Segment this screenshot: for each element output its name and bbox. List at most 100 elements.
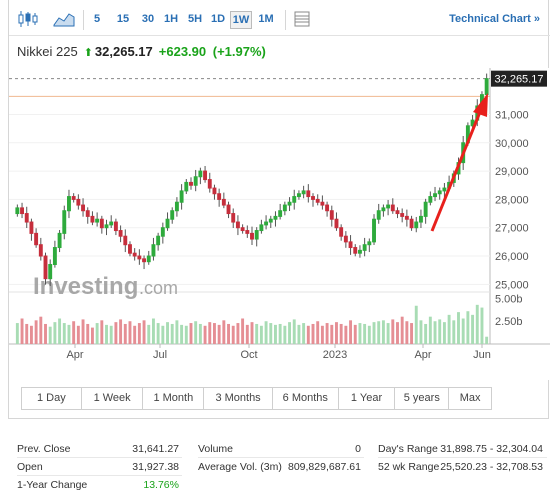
volume-bar bbox=[119, 319, 123, 344]
candle-up bbox=[146, 255, 151, 263]
candle-up bbox=[165, 218, 170, 229]
volume-bar bbox=[386, 323, 390, 344]
volume-bar bbox=[58, 318, 62, 344]
y-tick-label: 26,000 bbox=[495, 251, 529, 263]
stat-label: Prev. Close bbox=[17, 443, 71, 455]
range-1-day[interactable]: 1 Day bbox=[22, 388, 82, 409]
candle-up bbox=[386, 204, 391, 209]
range-1-month[interactable]: 1 Month bbox=[143, 388, 205, 409]
volume-bar bbox=[95, 323, 99, 344]
candle-up bbox=[301, 190, 306, 195]
interval-1d[interactable]: 1D bbox=[210, 13, 226, 25]
toolbar-divider bbox=[285, 10, 286, 30]
range-1-week[interactable]: 1 Week bbox=[82, 388, 144, 409]
candle-down bbox=[353, 247, 358, 254]
row-divider bbox=[17, 475, 182, 476]
candle-up bbox=[264, 221, 269, 226]
interval-1w[interactable]: 1W bbox=[230, 11, 252, 29]
candle-down bbox=[81, 204, 86, 212]
candle-down bbox=[123, 235, 128, 246]
candle-up bbox=[423, 201, 428, 217]
interval-5h[interactable]: 5H bbox=[187, 13, 203, 25]
candle-down bbox=[325, 204, 330, 212]
volume-bar bbox=[137, 323, 141, 344]
stat-label: Average Vol. (3m) bbox=[198, 461, 282, 473]
volume-bar bbox=[100, 320, 104, 344]
range-3-months[interactable]: 3 Months bbox=[204, 388, 273, 409]
volume-bar bbox=[81, 319, 85, 344]
candle-up bbox=[292, 196, 297, 203]
price-chart[interactable]: 31,000 30,000 29,000 28,000 27,000 26,000 25,0… bbox=[9, 68, 550, 380]
volume-bar bbox=[330, 324, 334, 344]
stats-row: Prev. Close 31,641.27 Volume 0 Day's Ran… bbox=[17, 443, 547, 461]
volume-bar bbox=[222, 320, 226, 344]
volume-bar bbox=[72, 321, 76, 344]
candle-up bbox=[184, 181, 189, 192]
chart-toolbar: 5 15 30 1H 5H 1D 1W 1M Technical Chart » bbox=[9, 0, 550, 36]
candle-down bbox=[221, 198, 226, 206]
volume-bar bbox=[147, 324, 151, 344]
y-tick-label: 25,000 bbox=[495, 279, 529, 291]
interval-15[interactable]: 15 bbox=[116, 13, 130, 25]
range-5-years[interactable]: 5 years bbox=[395, 388, 450, 409]
volume-bar bbox=[250, 322, 254, 344]
volume-bar bbox=[353, 324, 357, 344]
volume-bar bbox=[76, 325, 80, 344]
candle-down bbox=[76, 198, 81, 206]
volume-bar bbox=[442, 322, 446, 344]
interval-1m[interactable]: 1M bbox=[258, 13, 274, 25]
y-tick-label: 27,000 bbox=[495, 223, 529, 235]
volume-bar bbox=[161, 325, 165, 344]
x-tick-label: Apr bbox=[66, 349, 83, 361]
volume-bar bbox=[311, 323, 315, 344]
technical-chart-link[interactable]: Technical Chart » bbox=[449, 13, 540, 25]
candle-down bbox=[395, 210, 400, 215]
candle-up bbox=[109, 221, 114, 226]
row-divider bbox=[378, 457, 547, 458]
range-6-months[interactable]: 6 Months bbox=[273, 388, 339, 409]
candle-up bbox=[62, 210, 67, 234]
last-price-label-bg bbox=[491, 70, 547, 87]
volume-bar bbox=[166, 322, 169, 344]
volume-bar bbox=[306, 325, 310, 344]
volume-bar bbox=[48, 326, 52, 344]
volume-bar bbox=[34, 320, 38, 344]
candle-down bbox=[306, 190, 311, 198]
candle-up bbox=[52, 247, 57, 266]
candle-down bbox=[400, 213, 405, 217]
area-chart-icon[interactable] bbox=[53, 10, 75, 28]
interval-30[interactable]: 30 bbox=[141, 13, 155, 25]
candle-up bbox=[418, 215, 423, 223]
volume-bar bbox=[302, 323, 306, 344]
candle-down bbox=[113, 221, 118, 232]
candle-up bbox=[437, 190, 442, 195]
table-icon[interactable] bbox=[293, 10, 311, 28]
volume-bar bbox=[363, 323, 367, 344]
volume-bar bbox=[471, 314, 475, 344]
volume-bar bbox=[292, 319, 296, 344]
candle-down bbox=[334, 218, 339, 229]
candle-down bbox=[118, 230, 123, 237]
candle-up bbox=[442, 187, 447, 192]
volume-bar bbox=[170, 323, 174, 344]
candle-up bbox=[193, 176, 198, 186]
stat-value: 13.76% bbox=[143, 479, 179, 491]
interval-1h[interactable]: 1H bbox=[163, 13, 179, 25]
instrument-name: Nikkei 225 bbox=[17, 44, 78, 59]
volume-bar bbox=[485, 336, 489, 344]
volume-bar bbox=[198, 323, 202, 344]
volume-bar bbox=[316, 321, 320, 344]
candle-up bbox=[156, 235, 161, 246]
volume-bar bbox=[283, 325, 287, 344]
candle-up bbox=[362, 244, 367, 251]
candle-down bbox=[404, 215, 409, 220]
range-1-year[interactable]: 1 Year bbox=[339, 388, 396, 409]
volume-bar bbox=[15, 323, 19, 344]
candle-up bbox=[57, 232, 62, 249]
candle-down bbox=[85, 210, 90, 217]
interval-5[interactable]: 5 bbox=[93, 13, 101, 25]
volume-bar bbox=[20, 318, 24, 344]
range-max[interactable]: Max bbox=[459, 392, 481, 404]
candlestick-icon[interactable] bbox=[17, 10, 39, 28]
volume-bar bbox=[264, 321, 268, 344]
